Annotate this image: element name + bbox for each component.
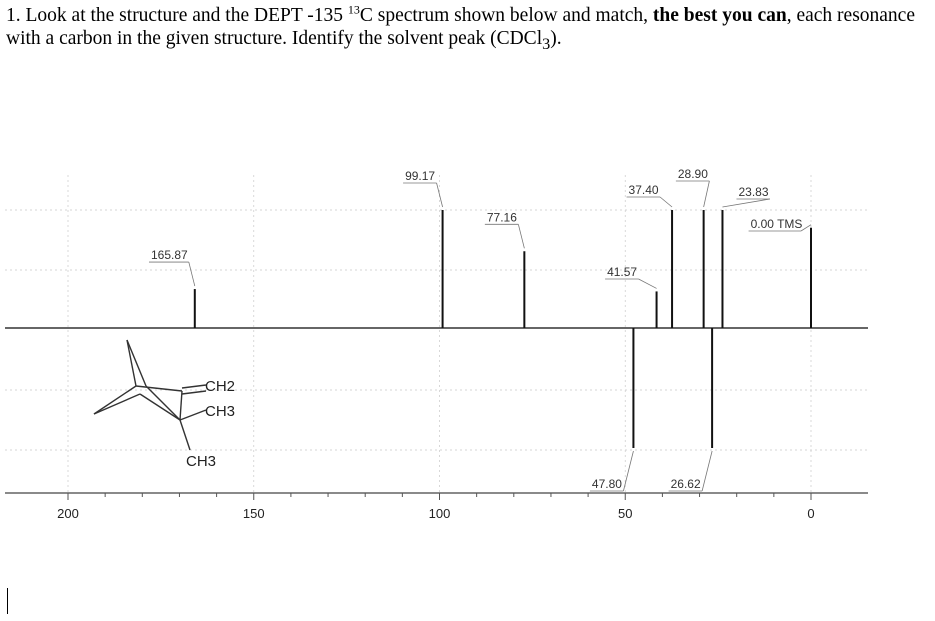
question-text-b: C spectrum shown below and match,: [359, 5, 653, 26]
solvent-subscript: 3: [542, 34, 551, 53]
question-text-a: Look at the structure and the DEPT -135: [20, 5, 348, 26]
peak-leader-line: [701, 450, 713, 492]
bond-line: [179, 419, 191, 451]
question-number: 1.: [6, 5, 21, 26]
x-tick-label: 50: [618, 506, 632, 521]
peak-label: 99.17: [405, 169, 435, 183]
bond-line: [93, 393, 141, 415]
structure-label-ch2: CH2: [205, 378, 235, 395]
molecule-structure: [93, 339, 207, 451]
peak-leader-line: [188, 261, 196, 287]
x-tick-label: 100: [429, 506, 451, 521]
bond-line: [135, 385, 183, 392]
isotope-superscript: 13: [347, 2, 360, 17]
peak-label: 23.83: [738, 185, 768, 199]
bond-line: [93, 385, 137, 415]
ppm-axis-ticks: 200 150 100 50 0: [57, 493, 815, 521]
peak-label: 37.40: [629, 183, 659, 197]
peak-label: 0.00 TMS: [751, 217, 803, 231]
peak-label: 47.80: [592, 477, 622, 491]
peak-leader-line: [623, 450, 634, 492]
peak-leader-line: [659, 196, 673, 208]
bond-line: [179, 409, 207, 421]
bond-line: [126, 339, 147, 387]
bond-line: [145, 385, 181, 421]
x-tick-label: 0: [807, 506, 814, 521]
bond-line: [139, 393, 181, 421]
x-tick-label: 200: [57, 506, 79, 521]
peak-leader-line: [517, 224, 525, 249]
question-text-c: , each resonance with a carbon in the gi…: [6, 5, 915, 49]
x-tick-label: 150: [243, 506, 265, 521]
peak-leader-line: [722, 198, 771, 208]
peak-leader-line: [800, 224, 812, 232]
emphasis-best-you: the best you: [652, 5, 753, 26]
peak-leader-line: [703, 180, 710, 208]
text-cursor: [7, 588, 8, 614]
structure-label-ch3: CH3: [205, 403, 235, 420]
peak-series: 165.87 99.17 77.16 41.57 37.40 28.90 23.83 0.00…: [148, 167, 812, 492]
peak-label: 41.57: [607, 265, 637, 279]
question-text-d: ).: [550, 28, 562, 49]
chart-grid: [5, 175, 868, 493]
peak-label: 26.62: [671, 477, 701, 491]
double-bond-line: [181, 384, 207, 389]
emphasis-can: can: [757, 5, 787, 26]
bond-line: [126, 339, 137, 387]
peak-label: 28.90: [678, 167, 708, 181]
peak-leader-line: [638, 278, 657, 289]
question-text: 1. Look at the structure and the DEPT -1…: [6, 4, 931, 56]
double-bond-line: [181, 390, 207, 395]
peak-leader-line: [436, 182, 443, 208]
peak-label: 77.16: [487, 210, 517, 224]
bond-line: [179, 390, 183, 421]
structure-label-ch3: CH3: [186, 453, 216, 470]
peak-label: 165.87: [151, 248, 188, 262]
